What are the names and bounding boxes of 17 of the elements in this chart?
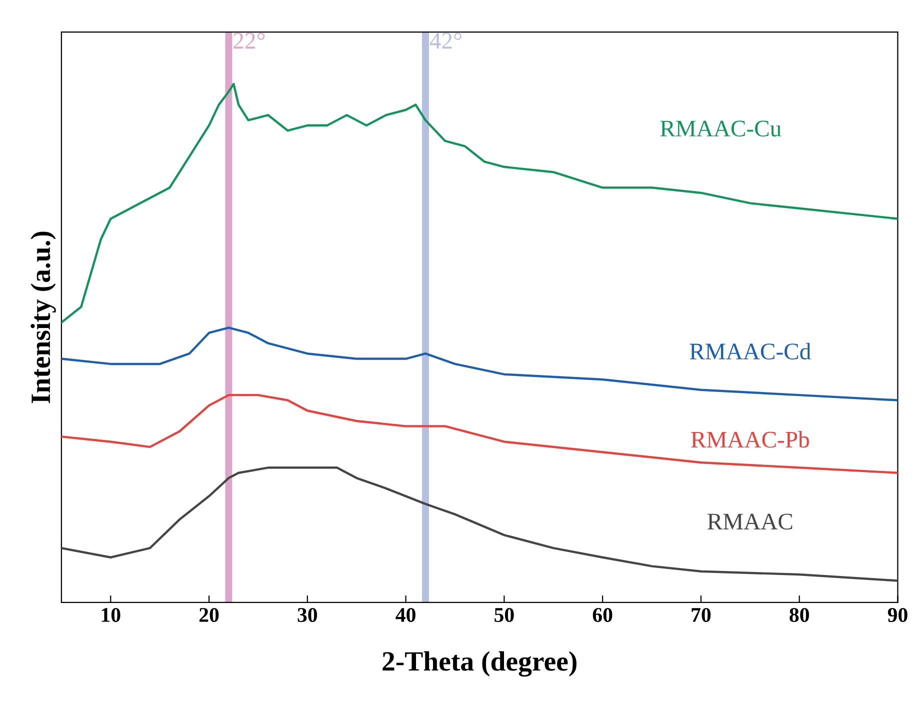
series-label: RMAAC-Pb (691, 431, 809, 448)
x-tick-label: 90 (888, 608, 908, 622)
series-label: RMAAC-Cd (690, 342, 811, 360)
text: RMAAC-Cu (660, 120, 782, 137)
x-tick-label: 40 (396, 608, 416, 622)
x-tick-label: 80 (790, 608, 809, 622)
x-tick-label: 10 (102, 608, 120, 622)
x-tick-label: 20 (199, 608, 219, 622)
x-axis-title: 2-Theta (degree) (382, 651, 576, 677)
y-axis-title: Intensity (a.u.) (30, 232, 56, 404)
series-label: RMAAC (708, 514, 792, 530)
x-tick-label: 50 (494, 608, 514, 622)
x-tick-label: 60 (592, 608, 612, 622)
x-tick-label: 30 (298, 608, 318, 622)
ref-line-label: 22° (234, 32, 265, 48)
ref-line-label: 42° (430, 32, 462, 48)
x-tick-label: 70 (692, 608, 711, 622)
